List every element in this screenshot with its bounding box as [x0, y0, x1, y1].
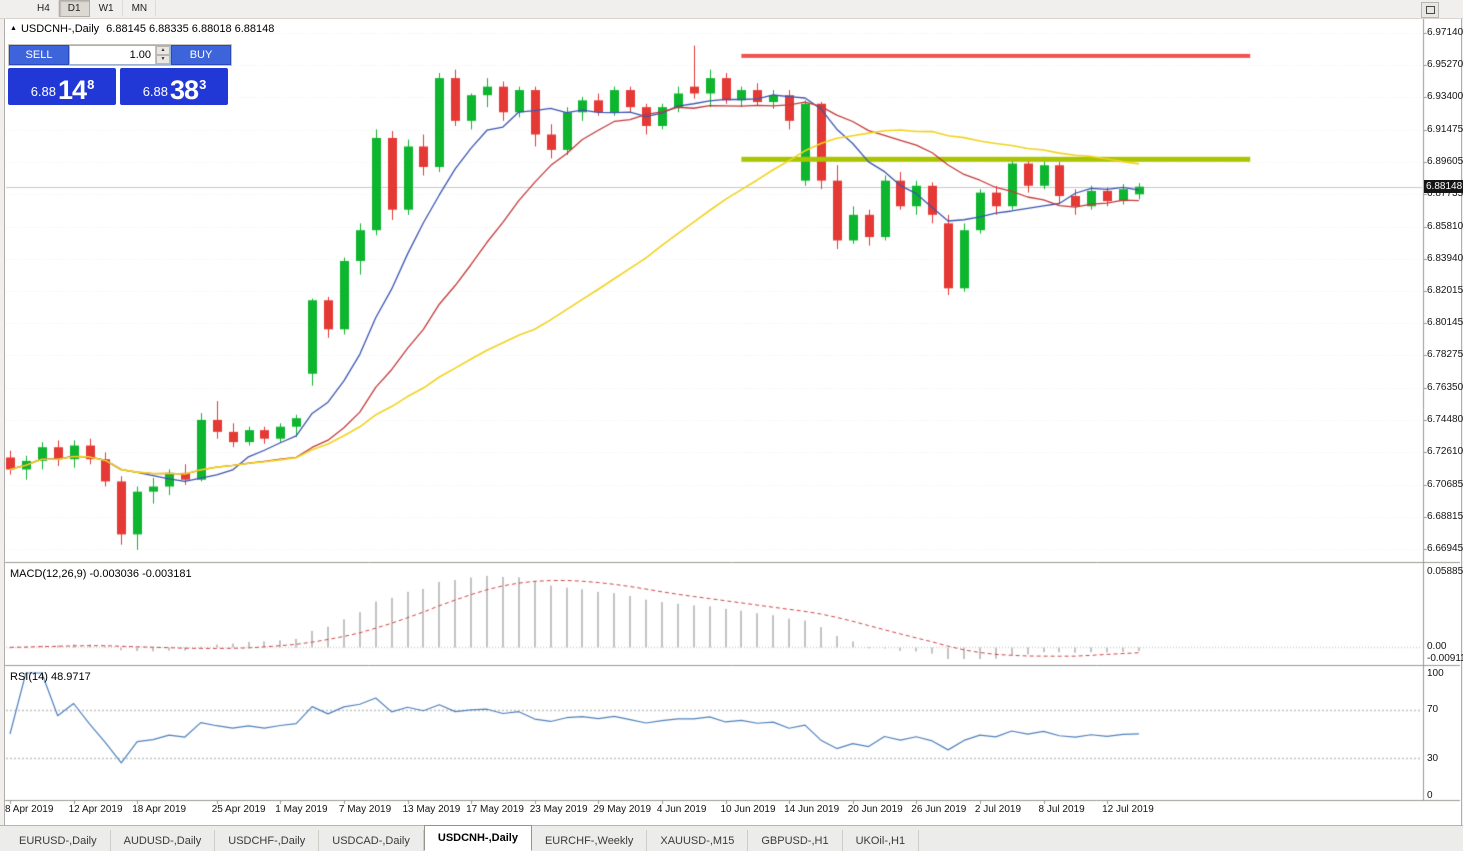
buy-price-button[interactable]: 6.88 38 3: [120, 68, 228, 105]
date-axis-label: 17 May 2019: [466, 804, 524, 815]
rsi-axis-label-30: 30: [1427, 753, 1439, 764]
buy-button[interactable]: BUY: [171, 45, 231, 65]
chart-ohlc-values: 6.88145 6.88335 6.88018 6.88148: [106, 23, 275, 35]
panel-splitter-rsi[interactable]: [4, 663, 1460, 668]
chart-ohlc-header: ▲ USDCNH-,Daily 6.88145 6.88335 6.88018 …: [10, 23, 274, 35]
timeframe-group: H4 D1 W1 MN: [28, 0, 157, 17]
date-axis-label: 10 Jun 2019: [720, 804, 776, 815]
price-axis-label: 6.95270: [1427, 58, 1463, 70]
date-axis-label: 13 May 2019: [402, 804, 461, 815]
price-axis-label: 6.76350: [1427, 382, 1463, 394]
date-axis-label: 12 Jul 2019: [1102, 804, 1154, 815]
date-axis-label: 7 May 2019: [338, 804, 392, 815]
timeframe-button-mn[interactable]: MN: [123, 0, 157, 17]
buy-price-pips: 38: [170, 75, 199, 105]
price-axis-label: 6.83940: [1427, 252, 1463, 264]
rsi-axis-label-70: 70: [1427, 704, 1439, 715]
price-axis-label: 6.78275: [1427, 349, 1463, 361]
restore-window-button[interactable]: [1421, 2, 1439, 18]
chart-tab-audusd[interactable]: AUDUSD-,Daily: [111, 830, 216, 851]
date-axis-label: 2 Jul 2019: [974, 804, 1022, 815]
price-axis-label: 6.85810: [1427, 220, 1463, 232]
price-axis-label: 6.66945: [1427, 543, 1463, 554]
price-axis-label: 6.97140: [1427, 27, 1463, 38]
sell-price-point: 8: [87, 77, 95, 92]
date-axis: 8 Apr 2019 12 Apr 2019 18 Apr 2019 25 Apr 2…: [0, 804, 1463, 820]
date-axis-label: 23 May 2019: [529, 804, 588, 815]
chart-tab-bar: EURUSD-,Daily AUDUSD-,Daily USDCHF-,Daily U…: [0, 825, 1463, 851]
timeframe-button-h4[interactable]: H4: [28, 0, 59, 17]
date-axis-label: 8 Apr 2019: [5, 804, 54, 815]
price-axis-label: 6.80145: [1427, 317, 1463, 329]
date-axis-label: 8 Jul 2019: [1038, 804, 1085, 815]
macd-axis-label-min: -0.009116: [1427, 653, 1463, 664]
sell-button[interactable]: SELL: [9, 45, 69, 65]
volume-input[interactable]: 1.00 ▲ ▼: [69, 45, 171, 65]
chart-tab-gbpusd[interactable]: GBPUSD-,H1: [748, 830, 843, 851]
chart-symbol-period: USDCNH-,Daily: [20, 23, 100, 35]
price-axis: 6.97140 6.95270 6.93400 6.91475 6.89605 6.877…: [1424, 18, 1463, 800]
rsi-axis-label-0: 0: [1427, 790, 1433, 801]
restore-window-icon: [1425, 6, 1435, 14]
one-click-price-row: 6.88 14 8 6.88 38 3: [8, 68, 232, 105]
date-axis-label: 14 Jun 2019: [784, 804, 840, 815]
date-axis-label: 25 Apr 2019: [211, 804, 266, 815]
rsi-axis-label-100: 100: [1427, 668, 1444, 679]
chart-tab-usdcad[interactable]: USDCAD-,Daily: [319, 830, 424, 851]
price-axis-label: 6.74480: [1427, 414, 1463, 426]
volume-value[interactable]: 1.00: [129, 49, 151, 61]
chart-tab-xauusd[interactable]: XAUUSD-,M15: [647, 830, 749, 851]
buy-price-base: 6.88: [142, 84, 169, 99]
date-axis-label: 12 Apr 2019: [68, 804, 123, 815]
chart-tab-eurusd[interactable]: EURUSD-,Daily: [6, 830, 111, 851]
date-axis-label: 4 Jun 2019: [656, 804, 707, 815]
one-click-trading-panel: SELL 1.00 ▲ ▼ BUY 6.88 14 8 6.88 38 3: [8, 44, 232, 105]
macd-indicator-label: MACD(12,26,9) -0.003036 -0.003181: [10, 568, 192, 580]
price-axis-label: 6.87735: [1427, 187, 1463, 199]
date-axis-label: 18 Apr 2019: [132, 804, 187, 815]
chart-tab-usdcnh[interactable]: USDCNH-,Daily: [423, 825, 532, 851]
chart-tab-eurchf[interactable]: EURCHF-,Weekly: [532, 830, 648, 851]
one-click-collapse-icon[interactable]: ▲: [10, 25, 17, 32]
current-price-badge: 6.88148: [1424, 179, 1463, 193]
timeframe-button-d1[interactable]: D1: [58, 0, 90, 17]
chart-tab-ukoil[interactable]: UKOil-,H1: [843, 830, 920, 851]
price-axis-label: 6.89605: [1427, 155, 1463, 167]
sell-price-button[interactable]: 6.88 14 8: [8, 68, 116, 105]
timeframe-button-w1[interactable]: W1: [90, 0, 123, 17]
price-axis-label: 6.91475: [1427, 123, 1463, 135]
date-axis-label: 26 Jun 2019: [911, 804, 967, 815]
date-axis-label: 20 Jun 2019: [847, 804, 903, 815]
price-axis-label: 6.72610: [1427, 446, 1463, 458]
price-axis-label: 6.68815: [1427, 511, 1463, 523]
rsi-indicator-label: RSI(14) 48.9717: [10, 671, 91, 683]
buy-price-point: 3: [199, 77, 207, 92]
volume-spinner-up[interactable]: ▲: [156, 46, 170, 55]
sell-price-base: 6.88: [30, 84, 57, 99]
price-axis-label: 6.70685: [1427, 479, 1463, 491]
volume-spinner: ▲ ▼: [155, 46, 170, 64]
price-axis-label: 6.93400: [1427, 90, 1463, 102]
one-click-top-row: SELL 1.00 ▲ ▼ BUY: [8, 44, 232, 66]
price-axis-label: 6.82015: [1427, 285, 1463, 297]
toolbar: H4 D1 W1 MN: [0, 0, 1463, 19]
volume-spinner-down[interactable]: ▼: [156, 55, 170, 64]
panel-splitter-macd[interactable]: [4, 560, 1460, 565]
chart-tab-usdchf[interactable]: USDCHF-,Daily: [215, 830, 320, 851]
sell-price-pips: 14: [58, 75, 87, 105]
macd-axis-label-zero: 0.00: [1427, 641, 1447, 652]
date-axis-label: 1 May 2019: [275, 804, 328, 815]
date-axis-label: 29 May 2019: [593, 804, 652, 815]
macd-axis-label-max: 0.058851: [1427, 566, 1463, 577]
